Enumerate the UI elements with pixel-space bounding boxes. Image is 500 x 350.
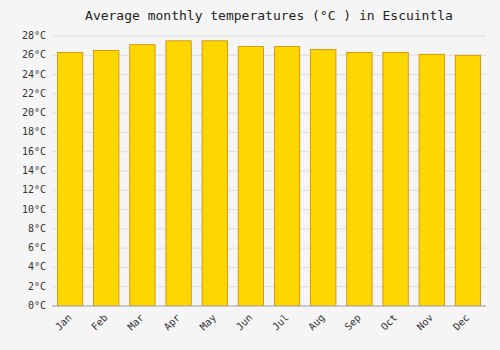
bar bbox=[238, 47, 263, 306]
x-tick-label: Mar bbox=[125, 312, 146, 333]
bar bbox=[455, 55, 480, 306]
bar bbox=[57, 52, 82, 306]
x-tick-labels: Jan Feb Mar Apr May Jun Jul Aug Sep Oct Nov Dec bbox=[53, 312, 471, 333]
bar bbox=[274, 47, 299, 306]
y-tick-label: 24°C bbox=[22, 69, 46, 80]
x-tick-label: Jun bbox=[234, 312, 255, 333]
grid bbox=[52, 36, 486, 306]
x-tick-label: Aug bbox=[306, 312, 327, 333]
bar bbox=[130, 45, 155, 306]
bar bbox=[311, 50, 336, 307]
x-axis-line bbox=[52, 306, 486, 307]
y-tick-label: 28°C bbox=[22, 30, 46, 41]
bar bbox=[166, 41, 191, 306]
x-tick-label: Jan bbox=[53, 312, 74, 333]
x-tick-label: Feb bbox=[89, 312, 110, 333]
y-tick-label: 18°C bbox=[22, 126, 46, 137]
x-tick-label: Dec bbox=[451, 312, 472, 333]
y-tick-label: 10°C bbox=[22, 204, 46, 215]
x-tick-label: Apr bbox=[162, 312, 183, 333]
grid-line bbox=[52, 36, 486, 37]
y-tick-label: 22°C bbox=[22, 88, 46, 99]
x-tick-label: May bbox=[198, 312, 219, 333]
bar bbox=[347, 52, 372, 306]
y-tick-label: 20°C bbox=[22, 107, 46, 118]
chart: 0°C 2°C 4°C 6°C 8°C 10°C 12°C 14°C 16°C 18°C 20°C 2… bbox=[0, 0, 500, 350]
bar bbox=[419, 54, 444, 306]
y-tick-label: 6°C bbox=[28, 242, 46, 253]
y-tick-label: 2°C bbox=[28, 281, 46, 292]
x-tick-label: Sep bbox=[342, 312, 363, 333]
y-tick-label: 8°C bbox=[28, 223, 46, 234]
bar bbox=[383, 52, 408, 306]
title: Average monthly temperatures (°C ) in Es… bbox=[85, 8, 453, 23]
y-tick-label: 0°C bbox=[28, 300, 46, 311]
x-tick-label: Jul bbox=[270, 312, 291, 333]
y-tick-label: 26°C bbox=[22, 49, 46, 60]
bar bbox=[94, 50, 119, 306]
grid-line bbox=[52, 306, 486, 307]
x-tick-label: Nov bbox=[415, 312, 436, 333]
bars bbox=[57, 41, 480, 306]
y-tick-label: 12°C bbox=[22, 184, 46, 195]
y-tick-label: 4°C bbox=[28, 261, 46, 272]
y-tick-label: 16°C bbox=[22, 146, 46, 157]
y-tick-label: 14°C bbox=[22, 165, 46, 176]
x-tick-label: Oct bbox=[379, 312, 400, 333]
y-tick-labels: 0°C 2°C 4°C 6°C 8°C 10°C 12°C 14°C 16°C 18°C 20°C 2… bbox=[22, 30, 46, 311]
bar bbox=[202, 41, 227, 306]
